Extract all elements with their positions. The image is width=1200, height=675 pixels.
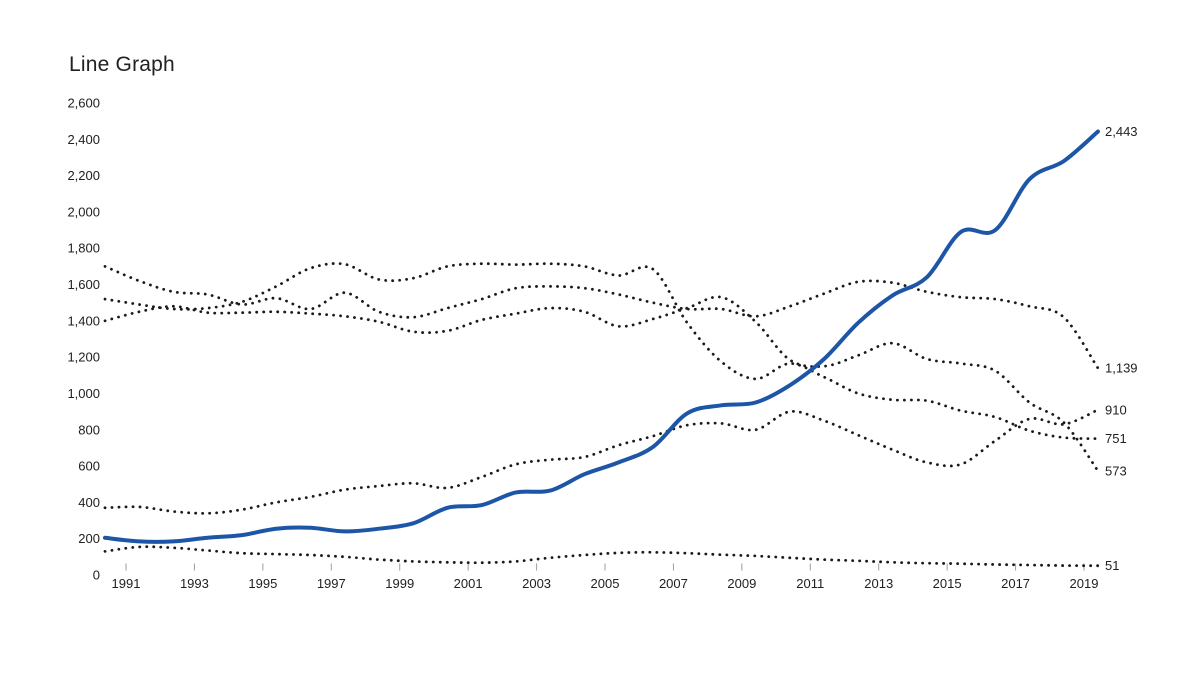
y-axis-label: 1,600 <box>67 277 100 292</box>
x-axis-label: 2015 <box>933 576 962 591</box>
y-axis-label: 0 <box>93 568 100 583</box>
y-axis-label: 1,400 <box>67 313 100 328</box>
x-axis-label: 1997 <box>317 576 346 591</box>
x-axis-label: 2007 <box>659 576 688 591</box>
x-axis-label: 2001 <box>454 576 483 591</box>
x-axis-label: 2013 <box>864 576 893 591</box>
x-axis-label: 2009 <box>727 576 756 591</box>
y-axis-label: 2,000 <box>67 204 100 219</box>
x-axis-label: 1993 <box>180 576 209 591</box>
y-axis-label: 2,200 <box>67 168 100 183</box>
x-axis-label: 1991 <box>112 576 141 591</box>
y-axis-label: 400 <box>78 495 100 510</box>
y-axis-label: 2,600 <box>67 96 100 111</box>
x-axis-label: 2005 <box>591 576 620 591</box>
blue-solid-line-2443 <box>103 129 1100 544</box>
x-axis-label: 2011 <box>796 576 824 591</box>
dotted-line-573 <box>103 295 1100 473</box>
dotted-line-910-end-label: 910 <box>1105 402 1127 417</box>
dotted-line-573-end-label: 573 <box>1105 463 1127 478</box>
dotted-line-1139-end-label: 1,139 <box>1105 361 1138 376</box>
y-axis-label: 1,200 <box>67 350 100 365</box>
dotted-line-751 <box>103 262 1100 441</box>
chart-title: Line Graph <box>69 53 175 76</box>
dotted-line-1139 <box>103 265 1100 370</box>
y-axis-label: 1,000 <box>67 386 100 401</box>
dotted-line-51-end-label: 51 <box>1105 558 1119 573</box>
blue-solid-line-2443-end-label: 2,443 <box>1105 124 1138 139</box>
y-axis-label: 800 <box>78 422 100 437</box>
dotted-line-51 <box>103 545 1100 568</box>
x-axis-label: 2017 <box>1001 576 1030 591</box>
x-axis-label: 2003 <box>522 576 551 591</box>
dotted-line-751-end-label: 751 <box>1105 431 1127 446</box>
y-axis-label: 200 <box>78 531 100 546</box>
y-axis-label: 1,800 <box>67 241 100 256</box>
y-axis-label: 600 <box>78 459 100 474</box>
x-axis-label: 2019 <box>1070 576 1099 591</box>
dotted-line-910 <box>103 408 1100 515</box>
x-axis-label: 1995 <box>248 576 277 591</box>
x-axis-label: 1999 <box>385 576 414 591</box>
y-axis-label: 2,400 <box>67 132 100 147</box>
